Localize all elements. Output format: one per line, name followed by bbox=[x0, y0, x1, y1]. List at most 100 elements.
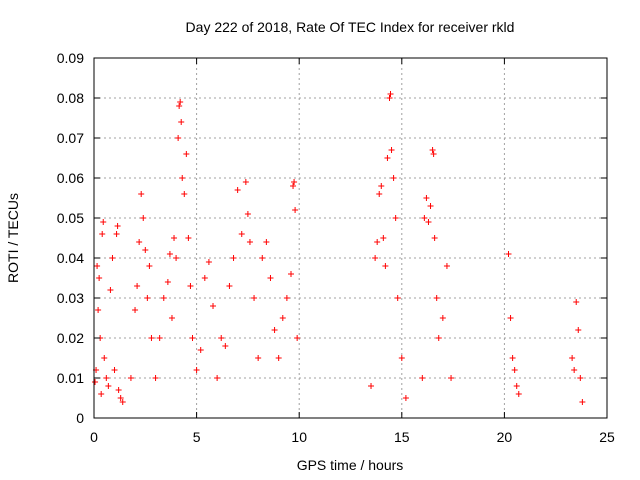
x-tick-label: 20 bbox=[497, 429, 513, 445]
data-point bbox=[387, 91, 394, 97]
data-point bbox=[255, 355, 262, 361]
y-tick-label: 0.09 bbox=[57, 50, 84, 66]
data-point bbox=[515, 391, 522, 397]
data-point bbox=[178, 119, 185, 125]
data-point bbox=[146, 263, 153, 269]
data-point bbox=[390, 175, 397, 181]
data-point bbox=[429, 147, 436, 153]
data-point bbox=[119, 399, 126, 405]
data-point bbox=[94, 263, 101, 269]
data-point bbox=[113, 231, 120, 237]
data-point bbox=[294, 335, 301, 341]
data-point bbox=[244, 211, 251, 217]
data-point bbox=[425, 219, 432, 225]
data-point bbox=[275, 355, 282, 361]
data-point bbox=[292, 207, 299, 213]
data-point bbox=[579, 399, 586, 405]
data-point bbox=[427, 203, 434, 209]
data-point bbox=[382, 263, 389, 269]
data-point bbox=[433, 295, 440, 301]
x-tick-label: 0 bbox=[90, 429, 98, 445]
data-point bbox=[181, 191, 188, 197]
data-point bbox=[505, 251, 512, 257]
data-point bbox=[92, 379, 99, 385]
data-point bbox=[176, 103, 183, 109]
data-point bbox=[251, 295, 258, 301]
data-point bbox=[368, 383, 375, 389]
data-point bbox=[234, 187, 241, 193]
data-point bbox=[290, 183, 297, 189]
data-point bbox=[283, 295, 290, 301]
data-point bbox=[378, 183, 385, 189]
data-point bbox=[577, 375, 584, 381]
data-point bbox=[218, 335, 225, 341]
data-point bbox=[279, 315, 286, 321]
y-tick-label: 0.06 bbox=[57, 170, 84, 186]
data-point bbox=[267, 275, 274, 281]
data-point bbox=[111, 367, 118, 373]
x-tick-label: 10 bbox=[291, 429, 307, 445]
data-point bbox=[372, 255, 379, 261]
data-point bbox=[230, 255, 237, 261]
data-point bbox=[430, 151, 437, 157]
data-point bbox=[435, 335, 442, 341]
data-point bbox=[222, 343, 229, 349]
y-tick-label: 0.07 bbox=[57, 130, 84, 146]
data-point bbox=[140, 215, 147, 221]
data-point bbox=[287, 271, 294, 277]
y-tick-label: 0.02 bbox=[57, 330, 84, 346]
data-point bbox=[187, 283, 194, 289]
data-point bbox=[107, 287, 114, 293]
data-point bbox=[214, 375, 221, 381]
data-point bbox=[210, 303, 217, 309]
data-point bbox=[179, 175, 186, 181]
data-point bbox=[388, 147, 395, 153]
y-tick-label: 0.08 bbox=[57, 90, 84, 106]
data-point bbox=[109, 255, 116, 261]
y-tick-label: 0.01 bbox=[57, 370, 84, 386]
y-tick-label: 0 bbox=[76, 410, 84, 426]
data-point bbox=[569, 355, 576, 361]
grid-lines bbox=[94, 58, 607, 418]
data-point bbox=[291, 179, 298, 185]
data-point bbox=[419, 375, 426, 381]
data-point bbox=[509, 355, 516, 361]
data-points bbox=[92, 91, 586, 405]
data-point bbox=[156, 335, 163, 341]
data-point bbox=[138, 191, 145, 197]
data-point bbox=[189, 335, 196, 341]
y-tick-label: 0.04 bbox=[57, 250, 84, 266]
data-point bbox=[134, 283, 141, 289]
data-point bbox=[263, 239, 270, 245]
data-point bbox=[386, 95, 393, 101]
data-point bbox=[423, 195, 430, 201]
data-point bbox=[242, 179, 249, 185]
data-point bbox=[392, 215, 399, 221]
data-point bbox=[115, 387, 122, 393]
data-point bbox=[511, 367, 518, 373]
data-point bbox=[96, 275, 103, 281]
data-point bbox=[100, 219, 107, 225]
data-point bbox=[114, 223, 121, 229]
chart-title: Day 222 of 2018, Rate Of TEC Index for r… bbox=[186, 19, 515, 35]
data-point bbox=[448, 375, 455, 381]
data-point bbox=[374, 239, 381, 245]
data-point bbox=[402, 395, 409, 401]
data-point bbox=[439, 315, 446, 321]
data-point bbox=[117, 395, 124, 401]
data-point bbox=[513, 383, 520, 389]
data-point bbox=[183, 151, 190, 157]
data-point bbox=[136, 239, 143, 245]
data-point bbox=[142, 247, 149, 253]
data-point bbox=[573, 299, 580, 305]
data-point bbox=[376, 191, 383, 197]
data-point bbox=[105, 383, 112, 389]
data-point bbox=[443, 263, 450, 269]
data-point bbox=[380, 235, 387, 241]
data-point bbox=[193, 367, 200, 373]
data-point bbox=[259, 255, 266, 261]
data-point bbox=[177, 99, 184, 105]
data-point bbox=[127, 375, 134, 381]
data-point bbox=[394, 295, 401, 301]
data-point bbox=[98, 391, 105, 397]
